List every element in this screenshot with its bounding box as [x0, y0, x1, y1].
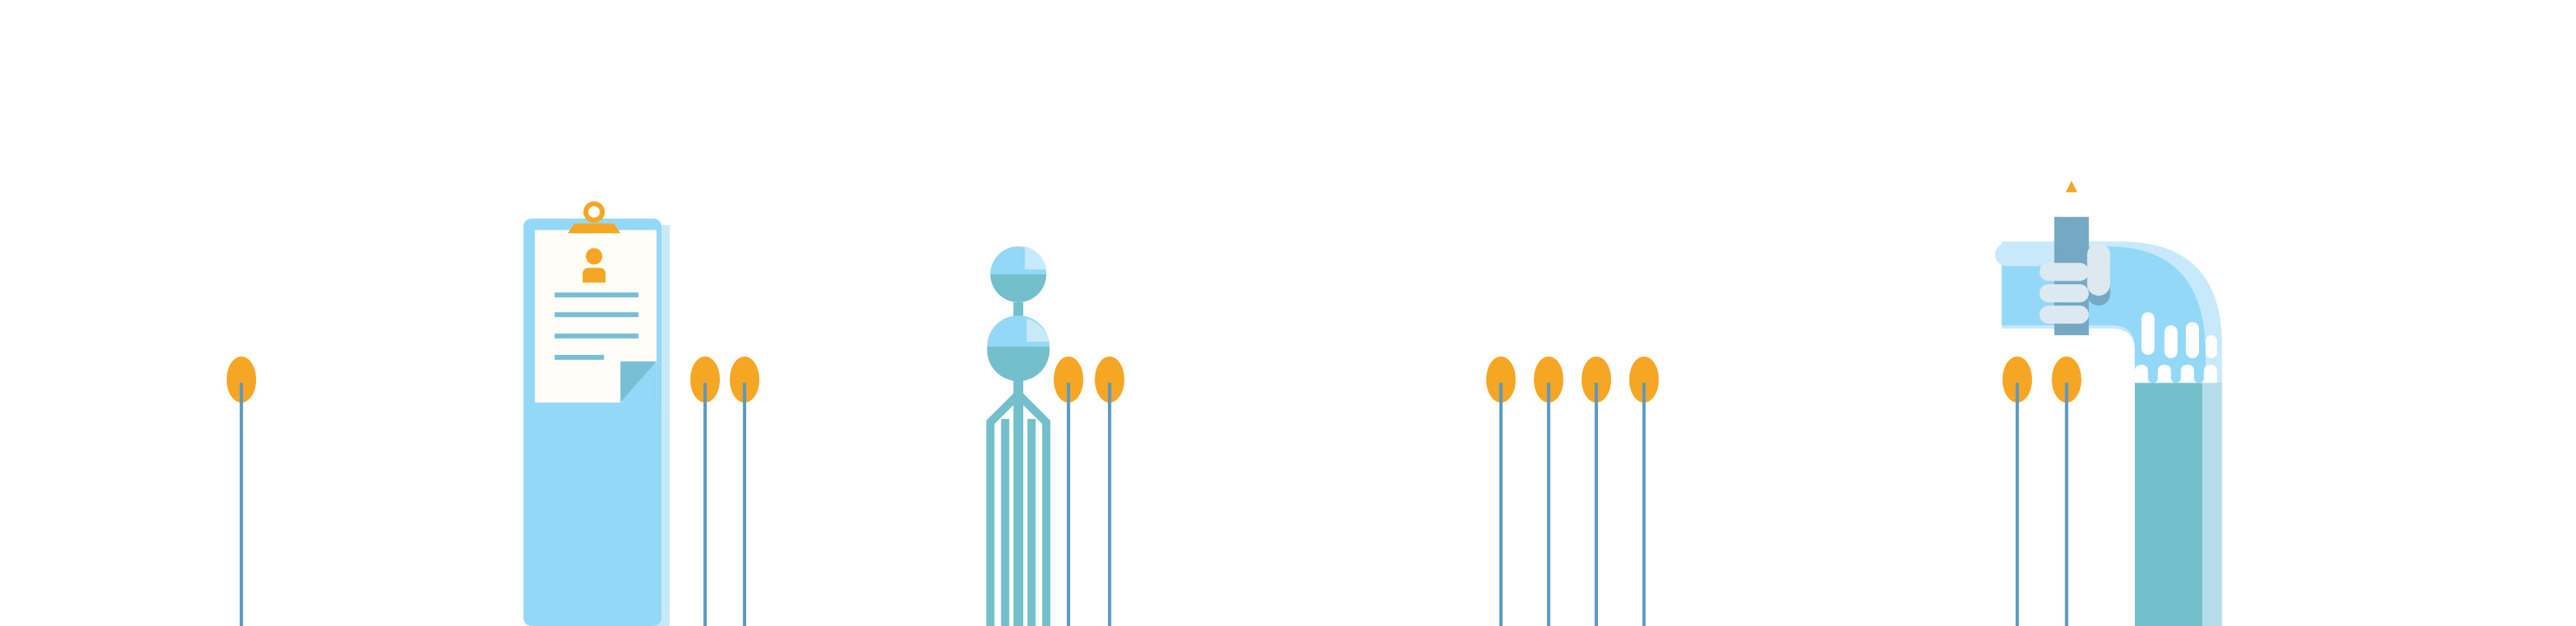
flower-stem-icon [1095, 356, 1125, 626]
flower-stem-icon [1629, 356, 1659, 626]
flower-stem-icon [1486, 356, 1516, 626]
antenna-tower-icon [986, 246, 1051, 626]
flower-stem-icon [2002, 356, 2033, 626]
flower-stem-icon [226, 356, 257, 626]
flower-stem-icon [2052, 356, 2082, 626]
flower-stem-icon [1581, 356, 1612, 626]
flower-stem-icon [1534, 356, 1564, 626]
flower-stem-icon [729, 356, 760, 626]
hand-pencil-icon [1995, 181, 2222, 626]
flower-stem-icon [1053, 356, 1084, 626]
flower-stem-icon [690, 356, 721, 626]
clipboard-profile-icon [523, 201, 670, 626]
